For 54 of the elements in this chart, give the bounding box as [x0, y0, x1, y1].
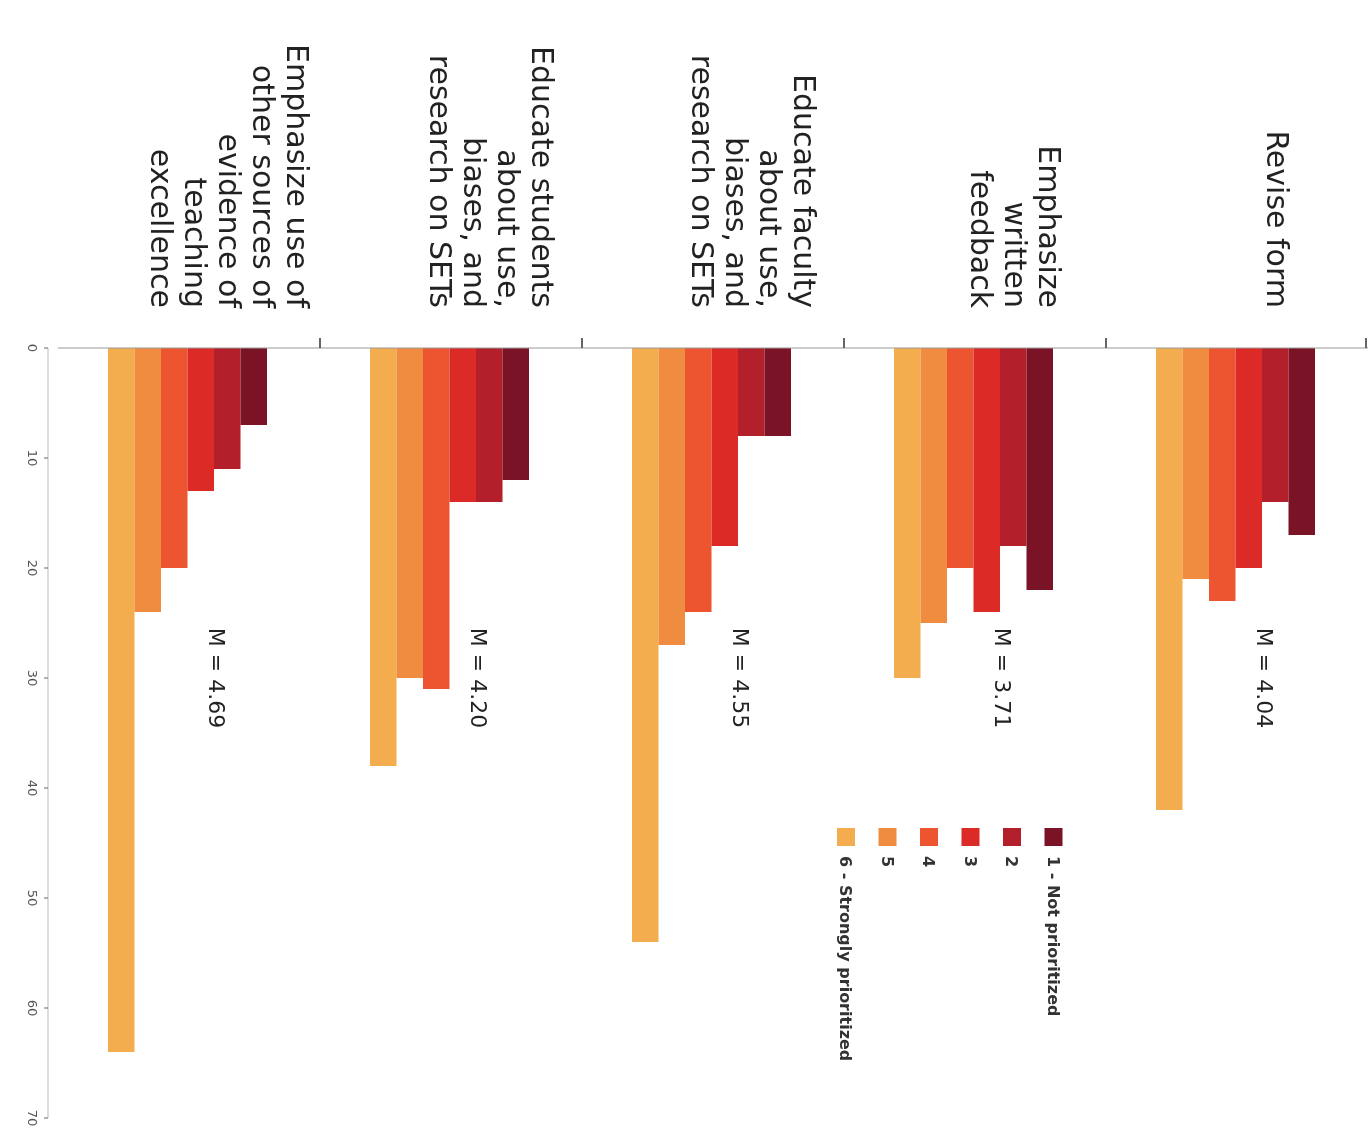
bar [947, 348, 974, 568]
legend-label: 2 [1002, 856, 1021, 868]
bar [108, 348, 135, 1052]
bar [764, 348, 791, 436]
y-tick-label: 0 [25, 343, 40, 353]
legend-label: 6 - Strongly prioritized [836, 856, 855, 1062]
bar [214, 348, 241, 469]
x-tick-label: Educate students about use, biases, and research on SETs [423, 46, 560, 308]
bar [1209, 348, 1236, 601]
bar [161, 348, 188, 568]
x-tick-label: Educate faculty about use, biases, and research on SETs [685, 54, 822, 308]
y-tick-label: 40 [25, 779, 40, 797]
y-tick-label: 20 [25, 559, 40, 577]
bar [1288, 348, 1315, 535]
bar [1235, 348, 1262, 568]
bar [894, 348, 921, 678]
annotation: M = 4.20 [466, 627, 491, 729]
bar [632, 348, 659, 942]
y-tick-label: 30 [25, 669, 40, 687]
y-tick-label: 70 [25, 1109, 40, 1127]
x-tick-label: Emphasize written feedback [964, 145, 1067, 309]
bar [396, 348, 423, 678]
annotation: M = 4.55 [728, 627, 753, 729]
bar [711, 348, 738, 546]
legend-label: 4 [919, 856, 938, 868]
y-tick-label: 60 [25, 999, 40, 1017]
x-tick-label: Revise form [1260, 130, 1295, 308]
annotation: M = 3.71 [990, 627, 1015, 729]
bar [658, 348, 685, 645]
bar [134, 348, 161, 612]
legend-label: 3 [960, 856, 980, 868]
y-tick-label: 50 [25, 889, 40, 907]
bar [973, 348, 1000, 612]
x-tick-label: Emphasize use of other sources of evidence of teaching excellence [144, 44, 315, 310]
bar [920, 348, 947, 623]
bar [1156, 348, 1183, 810]
bar [449, 348, 476, 502]
legend-label: 1 - Not prioritized [1043, 856, 1063, 1017]
bar [476, 348, 503, 502]
bar [1182, 348, 1209, 579]
bar [423, 348, 450, 689]
bar [1262, 348, 1289, 502]
y-tick-label: 10 [25, 449, 40, 467]
bar [685, 348, 712, 612]
bar [1026, 348, 1053, 590]
annotation: M = 4.69 [204, 627, 229, 729]
bar [370, 348, 397, 766]
legend-label: 5 [877, 856, 897, 868]
bar [738, 348, 765, 436]
bar [240, 348, 267, 425]
bar [502, 348, 529, 480]
bar [187, 348, 214, 491]
annotation: M = 4.04 [1252, 627, 1277, 729]
bar [1000, 348, 1027, 546]
